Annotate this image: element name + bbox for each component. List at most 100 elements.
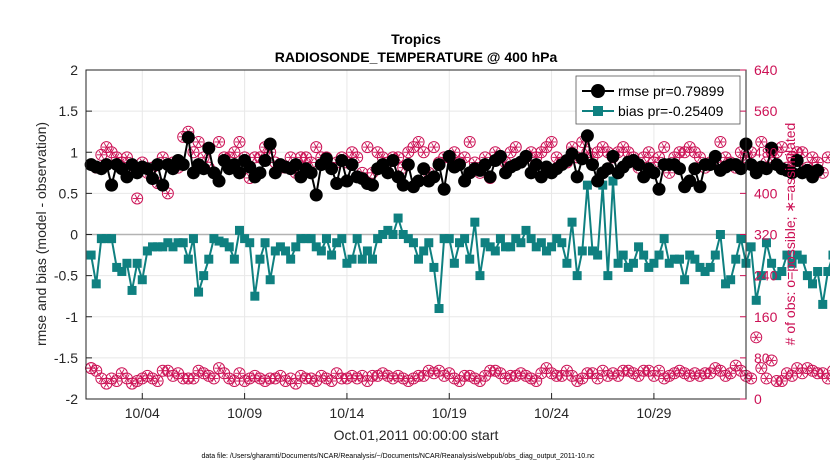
bias-point [311, 242, 321, 252]
y2-tick-label: 80 [754, 350, 770, 366]
bias-point [526, 234, 536, 244]
obs-possible-circle [642, 146, 655, 159]
bias-point [531, 242, 541, 252]
obs-assimilated-star [579, 374, 585, 383]
bias-point [669, 254, 679, 264]
rmse-point [708, 149, 722, 163]
bias-point [454, 238, 464, 248]
rmse-point [202, 141, 216, 155]
obs-assimilated-star [533, 376, 539, 386]
y-axis-label: rmse and bias (model - observation) [33, 122, 49, 346]
rmse-point [483, 170, 497, 184]
rmse-point [212, 174, 226, 188]
rmse-point [99, 158, 113, 172]
rmse-point [146, 172, 160, 186]
bias-point [194, 287, 204, 297]
bias-point [122, 258, 132, 268]
bias-point [168, 242, 178, 252]
obs-assimilated-star [236, 369, 243, 378]
bias-point [306, 234, 316, 244]
obs-assimilated-star [748, 374, 754, 383]
bias-point [101, 234, 111, 244]
bias-point [731, 254, 741, 264]
obs-assimilated-star [789, 371, 795, 380]
bias-point [680, 275, 690, 285]
bias-point [746, 242, 756, 252]
bias-point [690, 254, 700, 264]
bias-point [224, 242, 234, 252]
obs-assimilated-star [646, 148, 652, 157]
y2-tick-label: 240 [754, 268, 778, 284]
bias-point [634, 242, 644, 252]
obs-possible-circle [151, 375, 164, 388]
rmse-point [340, 174, 354, 188]
obs-count-point [775, 141, 788, 154]
bias-point [618, 250, 628, 260]
obs-possible-circle [821, 151, 830, 164]
obs-possible-circle [233, 135, 246, 148]
bias-point [541, 246, 551, 256]
obs-count-point-low [151, 375, 164, 388]
rmse-point [330, 177, 344, 191]
rmse-point [647, 166, 661, 180]
obs-assimilated-star [124, 374, 130, 383]
bias-point [383, 225, 393, 235]
obs-assimilated-star [313, 376, 319, 386]
obs-assimilated-star [779, 376, 785, 386]
rmse-point [688, 162, 702, 176]
obs-assimilated-star [687, 142, 693, 152]
obs-assimilated-star [119, 369, 125, 378]
obs-assimilated-star [165, 366, 171, 375]
obs-assimilated-star [288, 153, 294, 162]
obs-possible-circle [228, 146, 241, 159]
bias-point [598, 180, 608, 190]
bias-point [685, 250, 695, 260]
obs-assimilated-star [456, 376, 463, 386]
bias-point [219, 238, 229, 248]
obs-assimilated-star [600, 142, 606, 152]
bias-point [117, 267, 127, 277]
bias-point [260, 238, 270, 248]
bias-point [603, 271, 613, 281]
obs-possible-circle [826, 365, 830, 376]
obs-count-point [417, 146, 430, 159]
bias-point [270, 246, 280, 256]
obs-assimilated-star [374, 148, 381, 157]
obs-assimilated-star [93, 366, 99, 375]
bias-point [582, 180, 592, 190]
obs-count-point [228, 146, 241, 159]
obs-assimilated-star [779, 142, 785, 152]
bias-point [777, 267, 787, 277]
bias-point [403, 234, 413, 244]
bias-point [516, 238, 526, 248]
obs-possible-circle [545, 135, 558, 148]
obs-assimilated-star [108, 148, 115, 157]
bias-point [357, 254, 367, 264]
x-tick-label: 10/14 [329, 405, 364, 421]
obs-assimilated-star [569, 371, 575, 380]
obs-assimilated-star [554, 153, 560, 162]
y2-tick-label: 0 [754, 391, 762, 407]
rmse-point [734, 162, 748, 176]
obs-assimilated-star [124, 153, 130, 162]
rmse-point [683, 174, 697, 188]
bias-point [275, 242, 285, 252]
bias-point [572, 271, 582, 281]
obs-possible-circle [658, 141, 671, 154]
obs-assimilated-star [753, 333, 759, 342]
rmse-point [289, 158, 303, 172]
bias-point [107, 234, 117, 244]
obs-possible-circle [750, 331, 763, 344]
rmse-point [232, 166, 246, 180]
bias-point [112, 262, 122, 272]
obs-assimilated-star [446, 369, 452, 378]
bias-point [352, 234, 362, 244]
obs-count-point [714, 135, 727, 148]
obs-assimilated-star [364, 376, 371, 386]
obs-assimilated-star [559, 371, 565, 380]
rmse-point [304, 166, 318, 180]
bias-point [347, 254, 357, 264]
obs-possible-circle [192, 135, 205, 148]
obs-assimilated-star [722, 153, 729, 162]
